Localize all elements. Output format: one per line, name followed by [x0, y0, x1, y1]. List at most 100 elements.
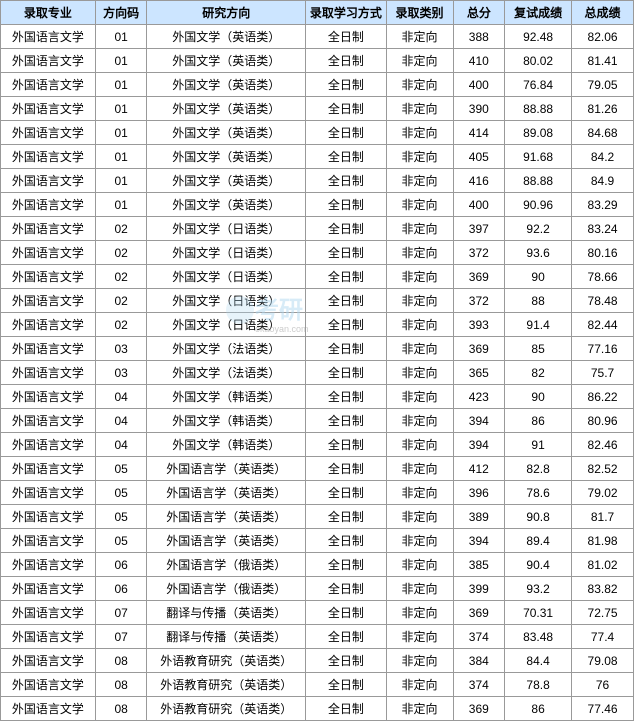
table-row: 外国语言文学01外国文学（英语类）全日制非定向38892.4882.06 — [1, 25, 634, 49]
table-cell: 外国文学（英语类） — [147, 145, 306, 169]
table-cell: 83.82 — [572, 577, 634, 601]
table-row: 外国语言文学08外语教育研究（英语类）全日制非定向37478.876 — [1, 673, 634, 697]
table-cell: 400 — [453, 73, 505, 97]
table-cell: 01 — [95, 73, 147, 97]
table-cell: 外国语言文学 — [1, 409, 96, 433]
table-row: 外国语言文学04外国文学（韩语类）全日制非定向3948680.96 — [1, 409, 634, 433]
table-cell: 外国语言文学 — [1, 193, 96, 217]
table-cell: 90.96 — [505, 193, 572, 217]
table-cell: 02 — [95, 289, 147, 313]
table-cell: 70.31 — [505, 601, 572, 625]
table-cell: 外国语言文学 — [1, 145, 96, 169]
table-cell: 83.48 — [505, 625, 572, 649]
table-cell: 85 — [505, 337, 572, 361]
table-cell: 翻译与传播（英语类） — [147, 601, 306, 625]
table-container: 录取专业方向码研究方向录取学习方式录取类别总分复试成绩总成绩 外国语言文学01外… — [0, 0, 634, 721]
table-cell: 非定向 — [386, 73, 453, 97]
table-cell: 全日制 — [306, 145, 386, 169]
table-cell: 外国语言文学 — [1, 673, 96, 697]
table-row: 外国语言文学02外国文学（日语类）全日制非定向3699078.66 — [1, 265, 634, 289]
table-cell: 非定向 — [386, 49, 453, 73]
table-cell: 81.02 — [572, 553, 634, 577]
table-cell: 89.08 — [505, 121, 572, 145]
table-cell: 外国文学（韩语类） — [147, 409, 306, 433]
table-cell: 外国文学（英语类） — [147, 121, 306, 145]
table-cell: 非定向 — [386, 385, 453, 409]
table-cell: 75.7 — [572, 361, 634, 385]
table-cell: 84.2 — [572, 145, 634, 169]
table-cell: 非定向 — [386, 193, 453, 217]
table-cell: 369 — [453, 337, 505, 361]
table-row: 外国语言文学02外国文学（日语类）全日制非定向39391.482.44 — [1, 313, 634, 337]
table-cell: 外国语言文学 — [1, 553, 96, 577]
table-row: 外国语言文学05外国语言学（英语类）全日制非定向38990.881.7 — [1, 505, 634, 529]
table-cell: 405 — [453, 145, 505, 169]
table-cell: 全日制 — [306, 649, 386, 673]
table-cell: 396 — [453, 481, 505, 505]
table-row: 外国语言文学01外国文学（英语类）全日制非定向40090.9683.29 — [1, 193, 634, 217]
table-cell: 399 — [453, 577, 505, 601]
table-row: 外国语言文学07翻译与传播（英语类）全日制非定向37483.4877.4 — [1, 625, 634, 649]
table-cell: 78.8 — [505, 673, 572, 697]
table-cell: 01 — [95, 193, 147, 217]
table-cell: 外国文学（英语类） — [147, 193, 306, 217]
table-cell: 非定向 — [386, 97, 453, 121]
admission-table: 录取专业方向码研究方向录取学习方式录取类别总分复试成绩总成绩 外国语言文学01外… — [0, 0, 634, 721]
table-cell: 全日制 — [306, 385, 386, 409]
table-cell: 93.2 — [505, 577, 572, 601]
table-cell: 外国语言文学 — [1, 649, 96, 673]
table-cell: 82.06 — [572, 25, 634, 49]
table-header-cell: 录取专业 — [1, 1, 96, 25]
table-header-cell: 方向码 — [95, 1, 147, 25]
table-cell: 全日制 — [306, 49, 386, 73]
table-cell: 非定向 — [386, 409, 453, 433]
table-cell: 外国语言学（英语类） — [147, 529, 306, 553]
table-cell: 外国语言文学 — [1, 505, 96, 529]
table-cell: 外国语言学（英语类） — [147, 457, 306, 481]
table-cell: 410 — [453, 49, 505, 73]
table-cell: 外国文学（日语类） — [147, 289, 306, 313]
table-cell: 394 — [453, 409, 505, 433]
table-header-cell: 总成绩 — [572, 1, 634, 25]
table-row: 外国语言文学03外国文学（法语类）全日制非定向3698577.16 — [1, 337, 634, 361]
table-cell: 外国语言学（俄语类） — [147, 553, 306, 577]
table-cell: 92.48 — [505, 25, 572, 49]
table-cell: 04 — [95, 409, 147, 433]
table-cell: 非定向 — [386, 457, 453, 481]
table-cell: 84.68 — [572, 121, 634, 145]
table-cell: 非定向 — [386, 289, 453, 313]
table-cell: 02 — [95, 217, 147, 241]
table-cell: 81.7 — [572, 505, 634, 529]
table-cell: 外语教育研究（英语类） — [147, 697, 306, 721]
table-cell: 384 — [453, 649, 505, 673]
table-cell: 外国语言文学 — [1, 481, 96, 505]
table-cell: 372 — [453, 241, 505, 265]
table-cell: 全日制 — [306, 265, 386, 289]
table-header-cell: 复试成绩 — [505, 1, 572, 25]
table-cell: 88 — [505, 289, 572, 313]
table-cell: 374 — [453, 625, 505, 649]
table-cell: 76 — [572, 673, 634, 697]
table-cell: 外国文学（法语类） — [147, 337, 306, 361]
table-cell: 非定向 — [386, 265, 453, 289]
table-cell: 02 — [95, 241, 147, 265]
table-cell: 外国文学（日语类） — [147, 217, 306, 241]
table-cell: 91.4 — [505, 313, 572, 337]
table-cell: 非定向 — [386, 577, 453, 601]
table-cell: 外国语言文学 — [1, 697, 96, 721]
table-cell: 非定向 — [386, 361, 453, 385]
table-row: 外国语言文学01外国文学（英语类）全日制非定向41688.8884.9 — [1, 169, 634, 193]
table-cell: 05 — [95, 457, 147, 481]
table-cell: 全日制 — [306, 433, 386, 457]
table-cell: 外国语言文学 — [1, 217, 96, 241]
table-cell: 82 — [505, 361, 572, 385]
table-cell: 78.66 — [572, 265, 634, 289]
table-row: 外国语言文学08外语教育研究（英语类）全日制非定向38484.479.08 — [1, 649, 634, 673]
table-cell: 外语教育研究（英语类） — [147, 673, 306, 697]
table-row: 外国语言文学04外国文学（韩语类）全日制非定向4239086.22 — [1, 385, 634, 409]
table-cell: 369 — [453, 697, 505, 721]
table-header-cell: 研究方向 — [147, 1, 306, 25]
table-cell: 02 — [95, 265, 147, 289]
table-cell: 外国文学（英语类） — [147, 169, 306, 193]
table-cell: 01 — [95, 97, 147, 121]
